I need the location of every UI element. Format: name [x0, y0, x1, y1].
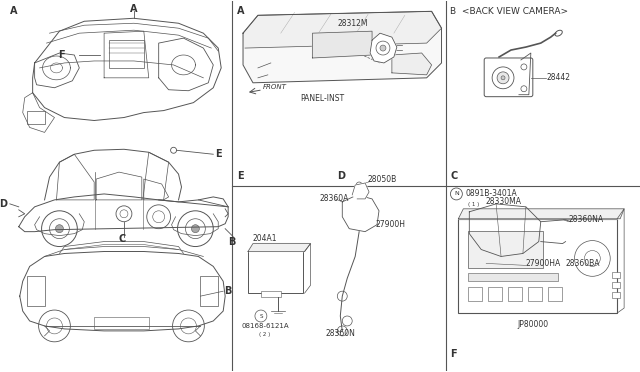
- Circle shape: [521, 86, 527, 92]
- Text: C: C: [451, 171, 458, 181]
- Ellipse shape: [555, 30, 563, 36]
- Bar: [612, 282, 620, 288]
- Text: E: E: [215, 149, 222, 159]
- Text: ( 2 ): ( 2 ): [259, 332, 271, 337]
- Polygon shape: [248, 244, 310, 251]
- Text: E: E: [237, 171, 244, 181]
- Bar: [248, 251, 303, 293]
- Polygon shape: [352, 183, 369, 199]
- Text: F: F: [58, 50, 65, 60]
- Circle shape: [492, 67, 514, 89]
- Circle shape: [186, 219, 205, 238]
- Bar: [612, 292, 620, 298]
- Circle shape: [584, 250, 600, 266]
- Circle shape: [484, 254, 488, 259]
- Circle shape: [470, 265, 482, 277]
- Text: PANEL-INST: PANEL-INST: [301, 94, 345, 103]
- Circle shape: [380, 45, 386, 51]
- Circle shape: [177, 211, 213, 247]
- Circle shape: [337, 291, 348, 301]
- Circle shape: [501, 76, 505, 80]
- Circle shape: [521, 64, 527, 70]
- Polygon shape: [370, 33, 397, 63]
- Text: S: S: [259, 314, 262, 318]
- Text: 28360N: 28360N: [325, 329, 355, 339]
- Text: JP80000: JP80000: [517, 320, 548, 330]
- Text: FRONT: FRONT: [263, 84, 287, 90]
- Circle shape: [497, 72, 509, 84]
- FancyBboxPatch shape: [484, 58, 533, 97]
- Circle shape: [173, 310, 204, 342]
- Circle shape: [47, 318, 63, 334]
- Circle shape: [356, 182, 362, 188]
- Bar: [612, 272, 620, 278]
- Circle shape: [180, 318, 196, 334]
- Text: 28360BA: 28360BA: [566, 259, 600, 268]
- Text: A: A: [10, 6, 17, 16]
- Bar: [528, 287, 541, 301]
- Circle shape: [342, 316, 352, 326]
- Text: B: B: [224, 286, 232, 296]
- Text: 28442: 28442: [547, 73, 571, 82]
- Polygon shape: [312, 31, 372, 58]
- Bar: [508, 287, 522, 301]
- Bar: [94, 317, 148, 329]
- Circle shape: [191, 225, 200, 232]
- Text: C: C: [118, 234, 125, 244]
- Circle shape: [147, 205, 171, 229]
- Text: 08168-6121A: 08168-6121A: [241, 323, 289, 329]
- Text: D: D: [0, 199, 7, 209]
- Text: A: A: [130, 4, 138, 15]
- Circle shape: [153, 211, 164, 223]
- Circle shape: [451, 188, 462, 200]
- Text: A: A: [237, 6, 244, 16]
- Circle shape: [42, 211, 77, 247]
- Circle shape: [255, 310, 267, 322]
- Circle shape: [38, 310, 70, 342]
- Text: 28050B: 28050B: [367, 174, 396, 183]
- Circle shape: [56, 225, 63, 232]
- Text: 28312M: 28312M: [337, 19, 368, 28]
- Circle shape: [171, 147, 177, 153]
- Bar: [458, 219, 617, 313]
- Bar: [27, 110, 45, 125]
- Text: 28360A: 28360A: [319, 195, 349, 203]
- Text: 27900H: 27900H: [375, 220, 405, 229]
- Text: N: N: [454, 192, 459, 196]
- Bar: [27, 276, 45, 306]
- Text: 28360NA: 28360NA: [568, 215, 604, 224]
- Text: 27900HA: 27900HA: [526, 259, 561, 268]
- Circle shape: [120, 210, 128, 218]
- Polygon shape: [243, 11, 442, 83]
- Circle shape: [116, 206, 132, 222]
- Text: F: F: [451, 349, 457, 359]
- Polygon shape: [458, 209, 624, 219]
- Circle shape: [376, 41, 390, 55]
- Bar: [468, 273, 557, 281]
- Text: D: D: [337, 171, 346, 181]
- Bar: [548, 287, 561, 301]
- Text: 0891B-3401A: 0891B-3401A: [465, 189, 517, 198]
- Text: B: B: [228, 237, 236, 247]
- Circle shape: [337, 326, 348, 336]
- Bar: [488, 287, 502, 301]
- Bar: [109, 40, 144, 68]
- Bar: [200, 276, 218, 306]
- Bar: [468, 287, 482, 301]
- Text: 28330MA: 28330MA: [485, 198, 521, 206]
- Circle shape: [49, 219, 69, 238]
- Text: B  <BACK VIEW CAMERA>: B <BACK VIEW CAMERA>: [451, 7, 568, 16]
- Text: ( 1 ): ( 1 ): [468, 202, 479, 207]
- Bar: [468, 231, 543, 268]
- Text: 204A1: 204A1: [253, 234, 278, 243]
- Bar: [261, 291, 281, 297]
- Polygon shape: [342, 195, 379, 232]
- Polygon shape: [243, 11, 442, 48]
- Circle shape: [480, 250, 492, 262]
- Polygon shape: [392, 53, 431, 75]
- Circle shape: [575, 241, 610, 276]
